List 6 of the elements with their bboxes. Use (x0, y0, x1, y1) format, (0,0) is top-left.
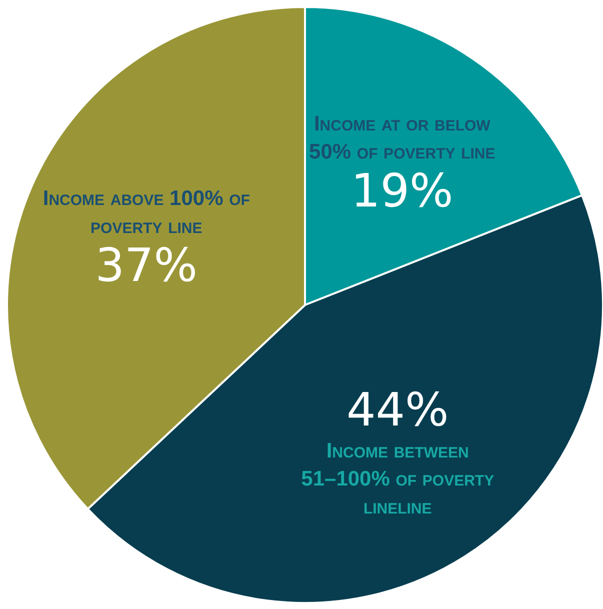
data-label: 19% (351, 164, 454, 218)
slice-label: Income between 51–100% of poverty lineline (301, 439, 494, 518)
data-label: 37% (95, 238, 198, 292)
slice-label: Income at or below 50% of poverty line (309, 112, 496, 164)
slice-label: Income above 100% of poverty line (42, 186, 250, 238)
data-label: 44% (346, 382, 449, 437)
